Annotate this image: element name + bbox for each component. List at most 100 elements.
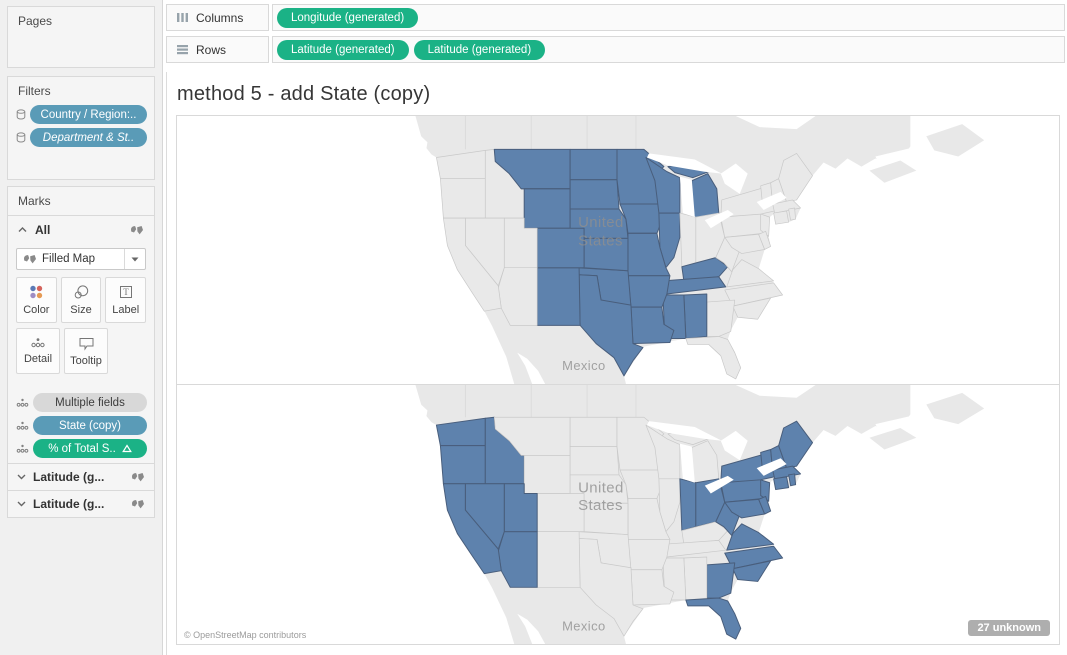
map-attribution[interactable]: © OpenStreetMap contributors (184, 630, 307, 640)
state-SD[interactable] (569, 446, 620, 476)
state-NJ[interactable] (760, 213, 771, 237)
label-button[interactable]: T Label (105, 277, 147, 323)
pill-multiple-fields[interactable]: Multiple fields (33, 393, 147, 412)
mark-type-dropdown[interactable]: Filled Map (16, 248, 146, 270)
marks-label: Marks (18, 194, 51, 208)
chevron-up-icon[interactable] (18, 227, 27, 233)
rows-shelf-pills[interactable]: Latitude (generated) Latitude (generated… (272, 36, 1065, 63)
state-GA[interactable] (706, 299, 736, 337)
map-view: United States Mexico United States Mexico © … (176, 115, 1060, 645)
pages-shelf[interactable]: Pages (7, 6, 155, 68)
sidebar: Pages Filters Country / Region:.. Depart… (0, 0, 163, 655)
state-GA[interactable] (706, 562, 736, 599)
state-FL[interactable] (685, 597, 742, 640)
state-WY[interactable] (523, 455, 571, 494)
state-RI[interactable] (788, 473, 797, 487)
worksheet: method 5 - add State (copy) United States… (166, 72, 1067, 655)
pill-latitude-generated-1[interactable]: Latitude (generated) (277, 39, 409, 60)
filled-map-icon (130, 225, 144, 236)
color-button[interactable]: Color (16, 277, 57, 323)
pill-pct-of-total[interactable]: % of Total S.. (33, 439, 147, 458)
marks-card-latitude-1[interactable]: Latitude (g... (8, 463, 154, 490)
us-map-top: United States Mexico (177, 116, 1059, 384)
map-pane-bottom: United States Mexico (177, 385, 1059, 644)
chevron-down-icon[interactable] (17, 474, 26, 480)
state-NM[interactable] (536, 267, 581, 326)
tooltip-button[interactable]: Tooltip (64, 328, 108, 374)
pill-latitude-generated-2[interactable]: Latitude (generated) (413, 39, 546, 60)
water-body (704, 475, 734, 494)
columns-shelf-pills[interactable]: Longitude (generated) (272, 4, 1065, 31)
marks-card-latitude-2[interactable]: Latitude (g... (8, 490, 154, 517)
map-pane-top: United States Mexico (177, 116, 1059, 385)
datasource-icon (16, 132, 26, 143)
unknown-values-badge[interactable]: 27 unknown (968, 620, 1050, 636)
state-NJ[interactable] (760, 479, 771, 502)
state-ND[interactable] (569, 148, 618, 181)
rows-icon (176, 44, 189, 55)
pill-state-copy[interactable]: State (copy) (33, 416, 147, 435)
state-CA[interactable] (443, 217, 502, 312)
filters-shelf[interactable]: Filters Country / Region:.. Department &… (7, 76, 155, 180)
state-OR[interactable] (440, 178, 486, 219)
tooltip-icon (78, 336, 95, 351)
state-CT[interactable] (773, 210, 789, 225)
filter-pill-department[interactable]: Department & St.. (30, 128, 147, 147)
state-TX[interactable] (578, 538, 644, 637)
state-MA[interactable] (772, 465, 802, 480)
state-KY[interactable] (681, 257, 729, 282)
detail-button[interactable]: Detail (16, 328, 60, 374)
state-VA[interactable] (726, 259, 774, 288)
state-VA[interactable] (726, 523, 775, 551)
filter-pill-row: Department & St.. (8, 126, 154, 149)
state-DE[interactable] (758, 230, 772, 250)
columns-shelf-text: Columns (196, 10, 244, 25)
state-ND[interactable] (569, 416, 618, 447)
state-CO[interactable] (536, 493, 585, 532)
state-IN[interactable] (679, 212, 697, 268)
detail-icon (16, 444, 29, 454)
state-CO[interactable] (536, 227, 585, 269)
state-CA[interactable] (442, 483, 502, 575)
water-body (646, 153, 722, 174)
water-body (410, 396, 428, 423)
state-IN[interactable] (679, 478, 697, 532)
state-DE[interactable] (758, 495, 772, 515)
columns-shelf-label: Columns (166, 4, 269, 31)
latitude-card-label: Latitude (g... (33, 497, 105, 511)
detail-button-label: Detail (23, 353, 53, 365)
filled-map-icon (131, 499, 145, 510)
state-MD[interactable] (724, 233, 766, 254)
state-FL[interactable] (685, 336, 742, 380)
filled-map-icon (23, 254, 37, 265)
state-WY[interactable] (523, 188, 571, 229)
size-button[interactable]: Size (60, 277, 102, 323)
rows-shelf-label: Rows (166, 36, 269, 63)
dropdown-caret-icon[interactable] (124, 249, 145, 269)
state-MD[interactable] (724, 498, 766, 519)
size-button-label: Size (70, 304, 92, 316)
state-KY[interactable] (681, 521, 729, 545)
state-AR[interactable] (627, 275, 671, 308)
state-SC[interactable] (732, 297, 772, 320)
filter-pill-country[interactable]: Country / Region:.. (30, 105, 147, 124)
state-OR[interactable] (439, 445, 486, 485)
pill-longitude-generated[interactable]: Longitude (generated) (277, 7, 419, 28)
marks-all-row[interactable]: All (8, 215, 154, 244)
state-AL[interactable] (683, 293, 708, 339)
detail-icon (16, 421, 29, 431)
state-TX[interactable] (578, 274, 644, 377)
state-CT[interactable] (773, 476, 790, 491)
chevron-down-icon[interactable] (17, 501, 26, 507)
latitude-card-label: Latitude (g... (33, 470, 105, 484)
us-map-bottom: United States Mexico (177, 385, 1059, 644)
state-AL[interactable] (683, 556, 708, 601)
state-MA[interactable] (772, 199, 801, 214)
state-SC[interactable] (732, 560, 772, 582)
state-AR[interactable] (627, 539, 671, 571)
state-RI[interactable] (788, 207, 796, 221)
island (926, 124, 985, 157)
state-NM[interactable] (536, 531, 581, 588)
state-SD[interactable] (569, 179, 620, 210)
filters-label: Filters (18, 84, 51, 98)
